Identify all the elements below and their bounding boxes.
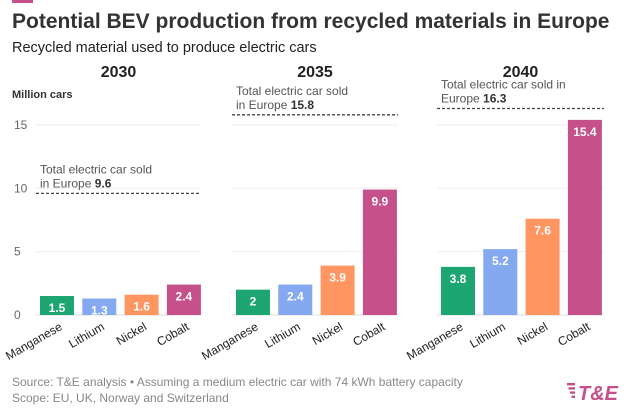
bar-value-label: 7.6 bbox=[534, 224, 551, 238]
bar-value-label: 2.4 bbox=[176, 290, 193, 304]
bar-value-label: 3.8 bbox=[450, 272, 467, 286]
bar-value-label: 1.6 bbox=[133, 300, 150, 314]
bar-value-label: 15.4 bbox=[573, 125, 597, 139]
logo-stripe-icon bbox=[568, 387, 575, 390]
bar-value-label: 9.9 bbox=[372, 195, 389, 209]
bar-nickel bbox=[124, 294, 159, 315]
bar-value-label: 5.2 bbox=[492, 254, 509, 268]
bar-manganese bbox=[441, 266, 475, 315]
chart-title: Potential BEV production from recycled m… bbox=[12, 10, 609, 33]
bar-cobalt bbox=[567, 119, 602, 315]
bar-value-label: 3.9 bbox=[329, 271, 346, 285]
x-tick-label: Cobalt bbox=[555, 319, 593, 349]
bar-value-label: 1.5 bbox=[49, 301, 66, 315]
x-tick-label: Cobalt bbox=[154, 319, 192, 349]
panel-year: 2030 bbox=[101, 64, 137, 81]
bar-lithium bbox=[278, 284, 313, 315]
bar-lithium bbox=[82, 298, 117, 315]
reference-label-line1: Total electric car sold bbox=[40, 162, 152, 176]
bar-value-label: 2.4 bbox=[287, 290, 304, 304]
accent-mark bbox=[12, 0, 33, 3]
reference-label-line1: Total electric car sold in bbox=[441, 77, 566, 91]
y-tick-label: 10 bbox=[14, 181, 28, 195]
bar-value-label: 2 bbox=[250, 295, 257, 309]
bar-cobalt bbox=[166, 284, 201, 315]
panel-year: 2035 bbox=[297, 64, 333, 81]
panel-year: 2040 bbox=[503, 64, 539, 81]
x-tick-label: Lithium bbox=[66, 319, 107, 350]
x-tick-label: Cobalt bbox=[350, 319, 388, 349]
x-tick-label: Nickel bbox=[114, 319, 149, 347]
x-tick-label: Lithium bbox=[262, 319, 303, 350]
y-tick-label: 15 bbox=[14, 118, 28, 132]
reference-value: 15.8 bbox=[291, 98, 315, 112]
x-tick-label: Manganese bbox=[404, 319, 466, 363]
reference-label-line2: in Europe 9.6 bbox=[40, 176, 112, 190]
y-tick-label: 0 bbox=[14, 308, 21, 322]
reference-label-line1: Total electric car sold bbox=[236, 84, 348, 98]
bar-nickel bbox=[525, 218, 560, 315]
x-tick-label: Nickel bbox=[515, 319, 550, 347]
x-tick-label: Manganese bbox=[199, 319, 261, 363]
bar-cobalt bbox=[362, 189, 397, 315]
source-note: Source: T&E analysis • Assuming a medium… bbox=[12, 375, 463, 389]
y-tick-label: 5 bbox=[14, 245, 21, 259]
scope-note: Scope: EU, UK, Norway and Switzerland bbox=[12, 391, 229, 405]
y-axis-label: Million cars bbox=[12, 89, 73, 101]
bar-manganese bbox=[40, 295, 74, 315]
bar-lithium bbox=[483, 249, 518, 315]
chart-subtitle: Recycled material used to produce electr… bbox=[12, 40, 317, 56]
x-tick-label: Manganese bbox=[3, 319, 65, 363]
logo-stripe-icon bbox=[571, 395, 575, 398]
x-tick-label: Lithium bbox=[467, 319, 508, 350]
reference-value: 9.6 bbox=[95, 176, 112, 190]
bar-value-label: 1.3 bbox=[91, 304, 108, 318]
reference-value: 16.3 bbox=[483, 91, 507, 105]
reference-label-line2: Europe 16.3 bbox=[441, 91, 507, 105]
x-tick-label: Nickel bbox=[310, 319, 345, 347]
tande-logo: T&E bbox=[578, 383, 619, 405]
bar-nickel bbox=[320, 265, 355, 315]
logo-stripe-icon bbox=[570, 391, 575, 394]
bar-manganese bbox=[236, 289, 270, 315]
reference-label-line2: in Europe 15.8 bbox=[236, 98, 314, 112]
logo-stripe-icon bbox=[567, 383, 575, 386]
